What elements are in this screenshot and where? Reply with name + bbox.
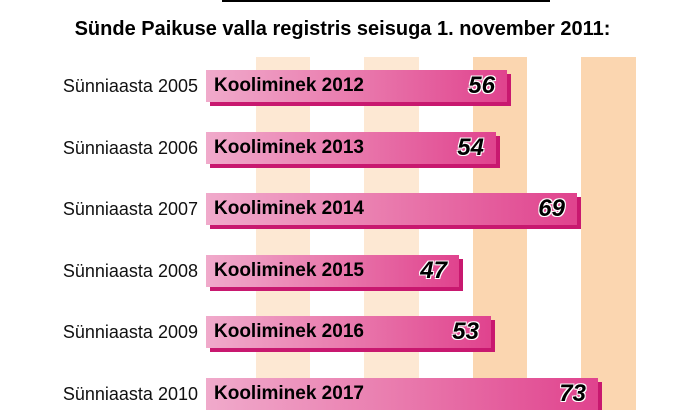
category-label: Sünniaasta 2009 bbox=[62, 322, 198, 343]
category-label: Sünniaasta 2010 bbox=[62, 384, 198, 404]
background-stripe bbox=[202, 57, 257, 410]
bar-value-label: 56 bbox=[468, 72, 495, 99]
bar: Kooliminek 2015 47 bbox=[206, 254, 459, 287]
background-stripes bbox=[202, 57, 636, 410]
bar-label: Kooliminek 2013 bbox=[214, 136, 364, 158]
bar: Kooliminek 2012 56 bbox=[206, 70, 507, 102]
background-stripe bbox=[310, 57, 365, 410]
background-stripe bbox=[364, 57, 419, 410]
background-stripe bbox=[472, 57, 528, 410]
top-divider bbox=[222, 0, 550, 2]
category-label: Sünniaasta 2005 bbox=[62, 76, 198, 96]
bar: Kooliminek 2017 73 bbox=[206, 378, 598, 410]
bar-value-label: 73 bbox=[559, 380, 586, 407]
chart-title: Sünde Paikuse valla registris seisuga 1.… bbox=[74, 18, 611, 40]
category-label: Sünniaasta 2006 bbox=[62, 137, 198, 158]
background-stripe bbox=[418, 57, 474, 410]
bar-value-label: 69 bbox=[538, 195, 565, 223]
background-stripe bbox=[256, 57, 311, 410]
bar-label: Kooliminek 2012 bbox=[214, 75, 364, 96]
bar-value-label: 54 bbox=[457, 133, 484, 161]
bar-label: Kooliminek 2015 bbox=[214, 259, 364, 281]
bar-label: Kooliminek 2016 bbox=[214, 321, 364, 343]
category-label: Sünniaasta 2007 bbox=[62, 199, 198, 220]
bar: Kooliminek 2013 54 bbox=[206, 131, 496, 164]
bar-label: Kooliminek 2017 bbox=[214, 383, 364, 404]
background-stripe bbox=[526, 57, 582, 410]
background-stripe bbox=[580, 57, 636, 410]
bar-label: Kooliminek 2014 bbox=[214, 198, 364, 220]
bar-value-label: 47 bbox=[420, 256, 447, 284]
bar: Kooliminek 2016 53 bbox=[206, 316, 491, 349]
category-label: Sünniaasta 2008 bbox=[62, 260, 198, 281]
bar: Kooliminek 2014 69 bbox=[206, 193, 577, 226]
bar-value-label: 53 bbox=[452, 318, 479, 346]
